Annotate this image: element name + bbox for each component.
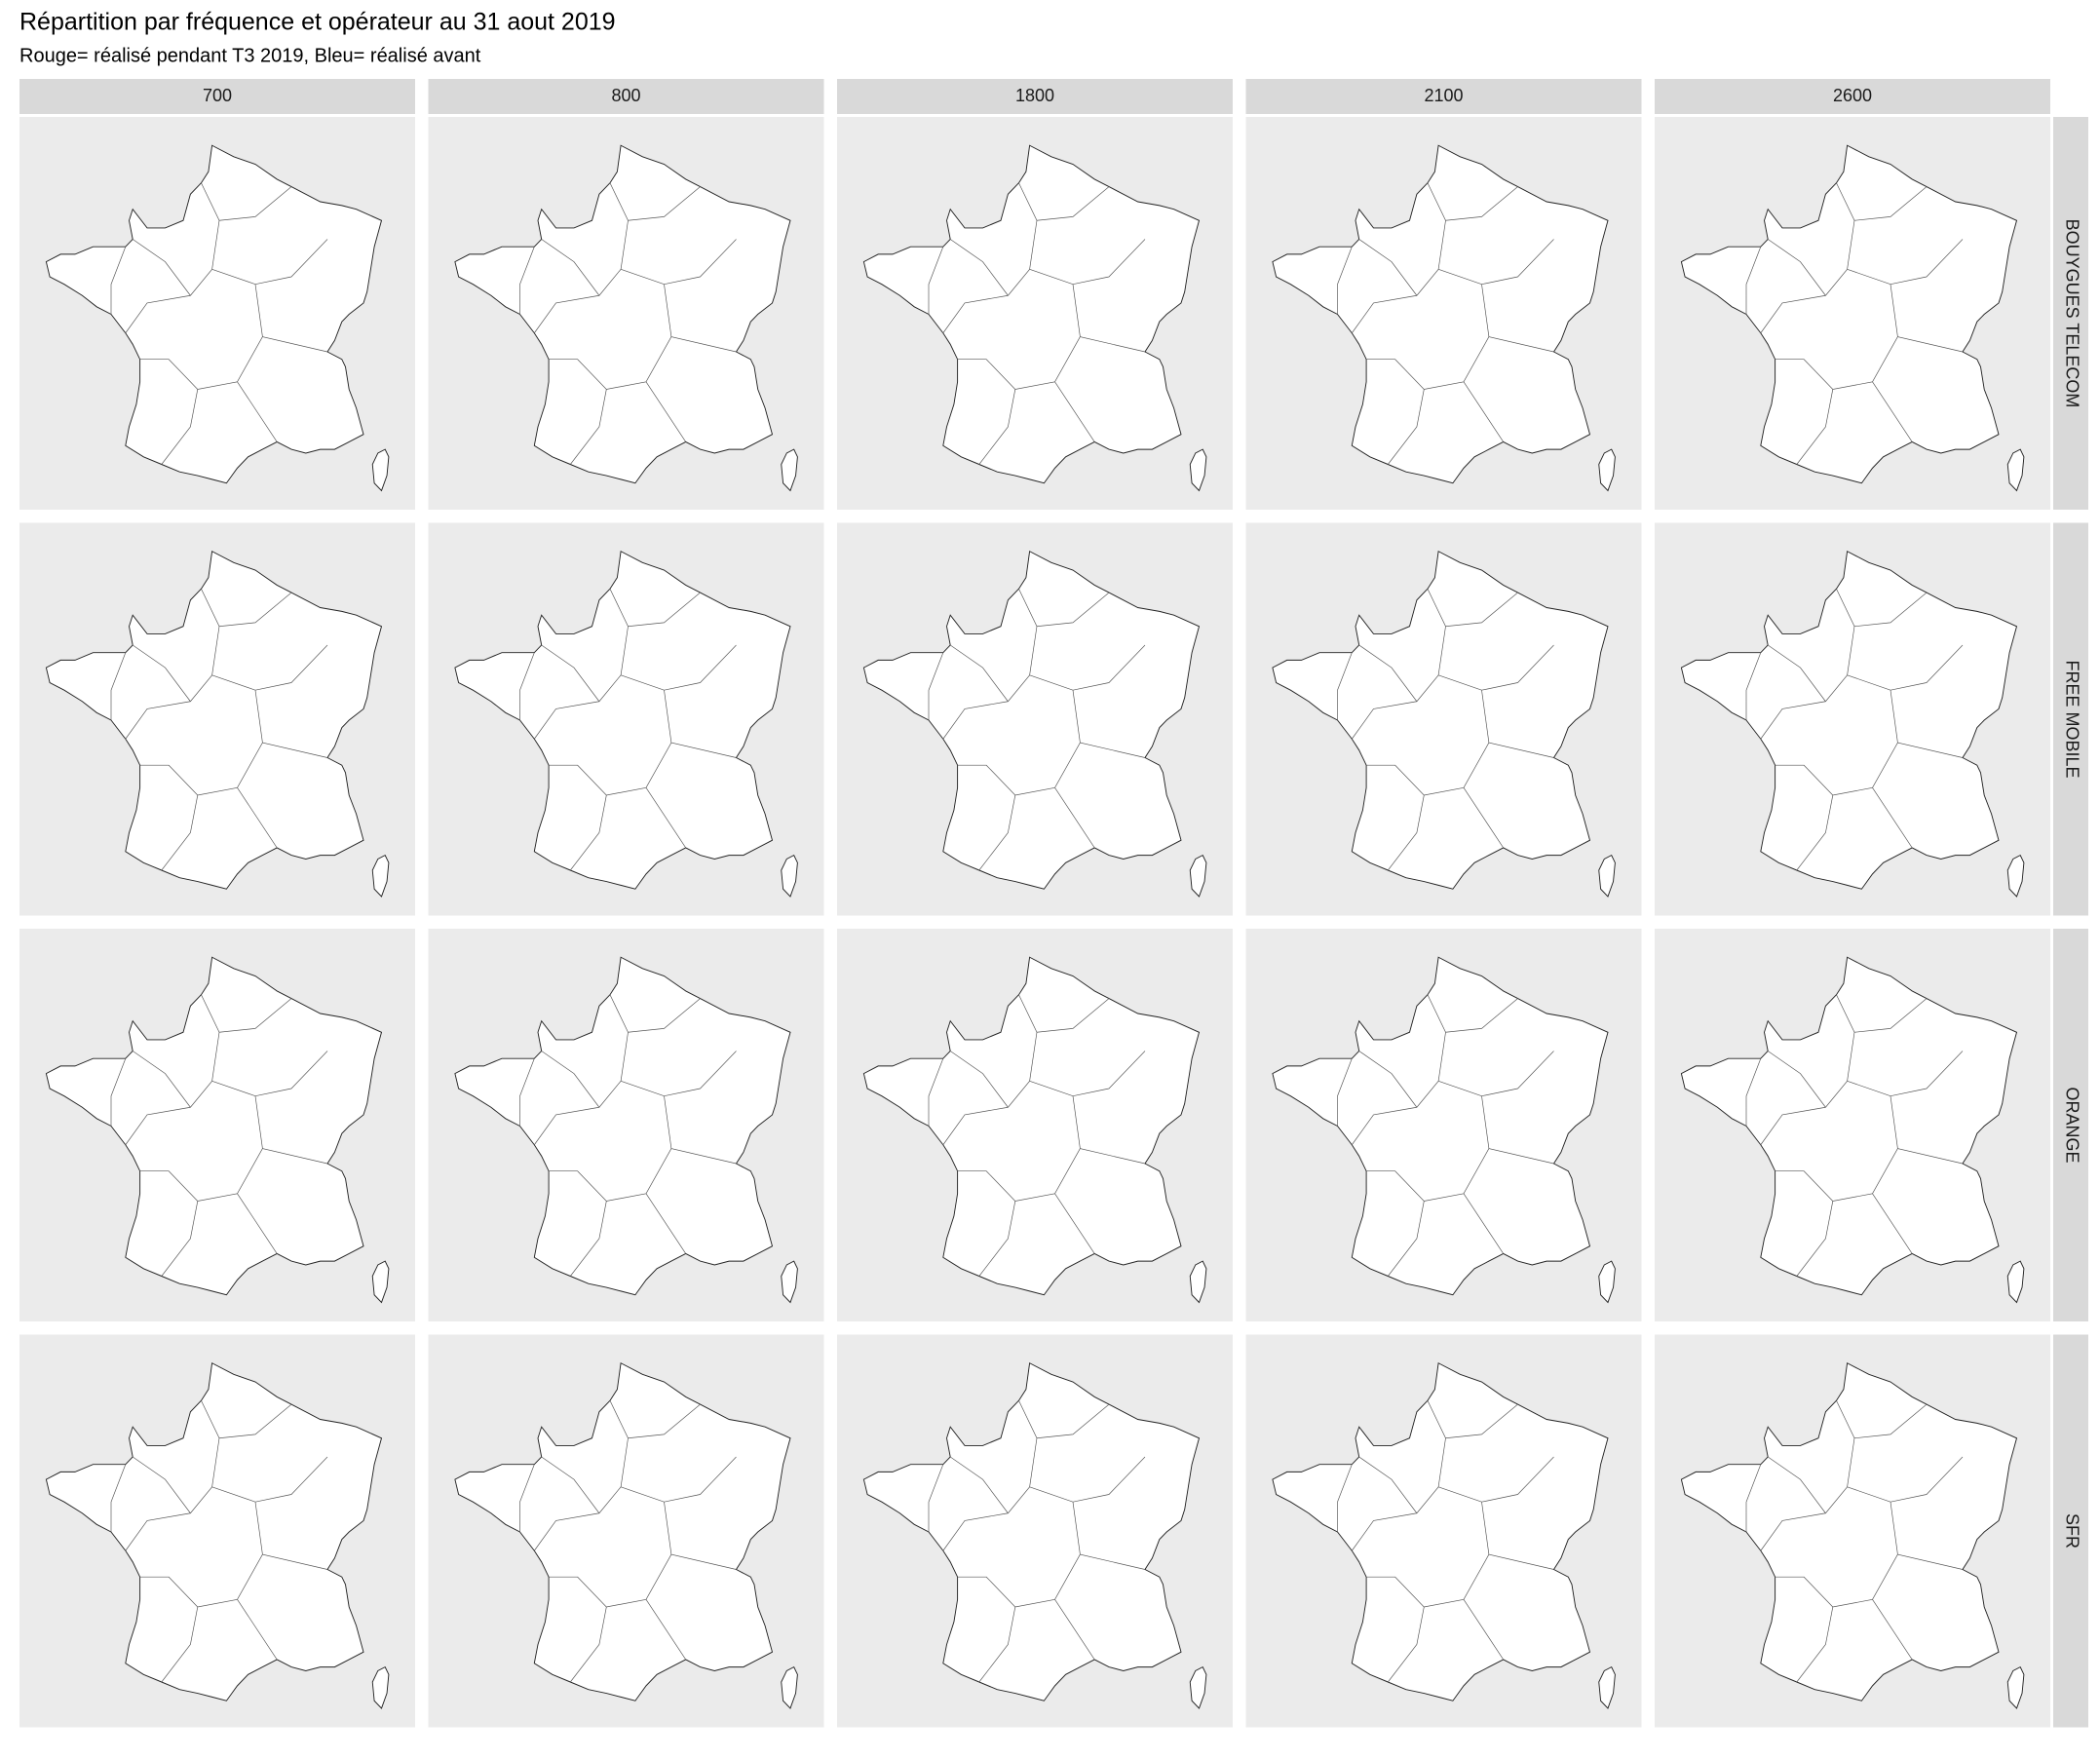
row-strip (2053, 117, 2088, 510)
column-label: 800 (611, 86, 640, 105)
row-strip (2053, 522, 2088, 916)
column-label: 2600 (1833, 86, 1872, 105)
column-strip (1655, 79, 2050, 114)
subtitle: Rouge= réalisé pendant T3 2019, Bleu= ré… (19, 45, 481, 66)
row-label: SFR (2062, 1513, 2081, 1549)
column-strip (1245, 79, 1642, 114)
row-label: ORANGE (2062, 1087, 2081, 1163)
column-strip (837, 79, 1233, 114)
column-label: 700 (203, 86, 232, 105)
column-label: 2100 (1424, 86, 1463, 105)
facet-grid: 700 800 1800 2100 2600 BOUYGUES TELECOM FREE M… (19, 79, 2088, 1728)
title: Répartition par fréquence et opérateur a… (19, 9, 616, 36)
column-label: 1800 (1015, 86, 1054, 105)
row-strip (2053, 1334, 2088, 1728)
row-label: BOUYGUES TELECOM (2062, 219, 2081, 408)
column-strip (19, 79, 415, 114)
column-strip (428, 79, 824, 114)
row-label: FREE MOBILE (2062, 660, 2081, 778)
row-strip (2053, 929, 2088, 1321)
